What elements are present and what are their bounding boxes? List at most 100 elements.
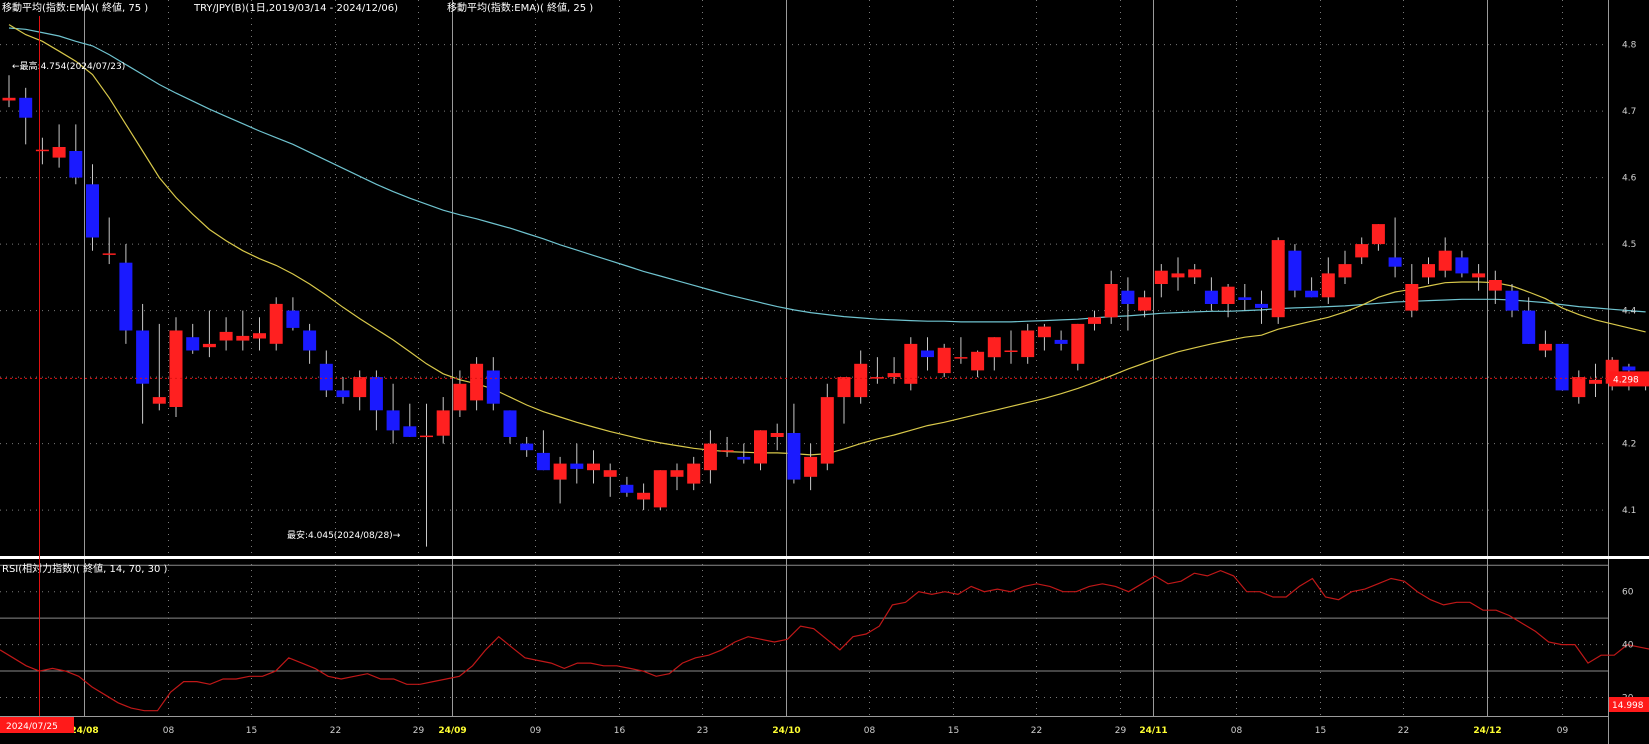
x-tick-label: 08	[864, 726, 876, 736]
svg-text:14.998: 14.998	[1612, 701, 1644, 711]
cursor-date-badge: 2024/07/25	[0, 717, 74, 733]
candle-body	[86, 184, 99, 238]
candle-body	[1288, 250, 1302, 291]
candle	[503, 410, 517, 444]
candle	[603, 463, 617, 497]
candle-body	[169, 330, 183, 407]
candle	[1321, 257, 1335, 304]
candle-body	[754, 430, 767, 464]
candle-body	[703, 443, 717, 471]
candle	[620, 476, 634, 497]
rsi-tick-label: 40	[1622, 641, 1634, 651]
candle	[954, 337, 968, 364]
candle-body	[820, 397, 834, 464]
candle-body	[937, 347, 951, 374]
candle	[86, 164, 99, 251]
candle-body	[887, 373, 901, 378]
x-tick-label: 22	[330, 726, 341, 736]
candle-body	[253, 333, 266, 339]
candle	[1004, 330, 1018, 364]
candle	[921, 337, 934, 371]
candle	[453, 370, 467, 417]
candle-body	[186, 337, 200, 351]
candle	[202, 310, 216, 358]
candle	[703, 430, 717, 484]
candle-body	[503, 410, 517, 437]
candle	[336, 377, 350, 404]
candle	[2, 75, 16, 108]
candle	[687, 456, 701, 491]
candle	[787, 403, 801, 484]
x-tick-label: 15	[1315, 726, 1326, 736]
ema75-series	[8, 27, 1646, 323]
candle-body	[136, 330, 150, 384]
candle-body	[319, 363, 333, 391]
candle-body	[1555, 343, 1569, 391]
candle	[1037, 323, 1051, 351]
candle-body	[1204, 290, 1218, 304]
candle	[1338, 250, 1352, 284]
candle	[737, 443, 751, 464]
x-tick-label: 22	[1031, 726, 1042, 736]
candle-body	[670, 470, 684, 477]
candle-body	[553, 463, 567, 480]
candle-body	[269, 303, 283, 344]
x-tick-label: 29	[1115, 726, 1127, 736]
candle-body	[1371, 224, 1385, 245]
candle-body	[720, 450, 734, 452]
candle-body	[904, 343, 918, 384]
candle-body	[653, 470, 667, 508]
candle-body	[152, 397, 166, 404]
candle	[1405, 264, 1419, 318]
axis-labels: 4.14.24.34.44.54.64.74.820406024/0808152…	[70, 41, 1636, 736]
candle-body	[403, 426, 417, 437]
candle-body	[1271, 240, 1285, 318]
price-tick-label: 4.7	[1622, 107, 1636, 117]
candle-body	[336, 390, 350, 398]
candle	[1422, 257, 1435, 284]
candle-body	[1405, 284, 1419, 311]
panel-separator	[0, 556, 1649, 559]
candle-body	[453, 383, 467, 411]
candle	[102, 217, 116, 265]
candle-body	[603, 470, 617, 477]
candle-body	[1088, 317, 1101, 324]
candle-body	[1054, 339, 1068, 344]
candle	[820, 383, 834, 471]
candle	[369, 370, 383, 431]
candle-body	[1321, 273, 1335, 298]
svg-text:2024/07/25: 2024/07/25	[6, 722, 58, 732]
candle	[1238, 284, 1252, 311]
candle-body	[620, 484, 634, 493]
candle-body	[1121, 290, 1135, 304]
candle-body	[570, 463, 584, 469]
candle	[403, 403, 417, 437]
candle-body	[1355, 244, 1369, 258]
candle-body	[303, 330, 317, 351]
candle	[253, 317, 266, 351]
low-annotation: 最安:4.045(2024/08/28)→	[287, 529, 401, 541]
candle	[1572, 370, 1586, 404]
candle	[1455, 250, 1469, 278]
candle	[570, 443, 584, 484]
candle	[1021, 323, 1035, 364]
candle	[1355, 237, 1369, 265]
candle	[152, 323, 166, 411]
candle	[754, 430, 767, 471]
x-tick-label: 23	[697, 726, 708, 736]
candle	[286, 297, 300, 331]
candle	[887, 357, 901, 384]
candle	[637, 483, 651, 511]
x-tick-label: 08	[1231, 726, 1243, 736]
candle	[804, 443, 818, 491]
candle	[236, 310, 250, 351]
candle	[269, 297, 283, 351]
x-tick-label: 09	[1557, 726, 1569, 736]
candle-body	[119, 262, 133, 331]
candle-body	[1505, 290, 1519, 311]
candle-body	[102, 253, 116, 255]
rsi-legend: RSI(相対力指数)( 終値, 14, 70, 30 )	[2, 562, 168, 575]
candle-body	[1388, 257, 1402, 267]
candle-body	[1488, 280, 1502, 291]
candle	[1088, 310, 1101, 331]
